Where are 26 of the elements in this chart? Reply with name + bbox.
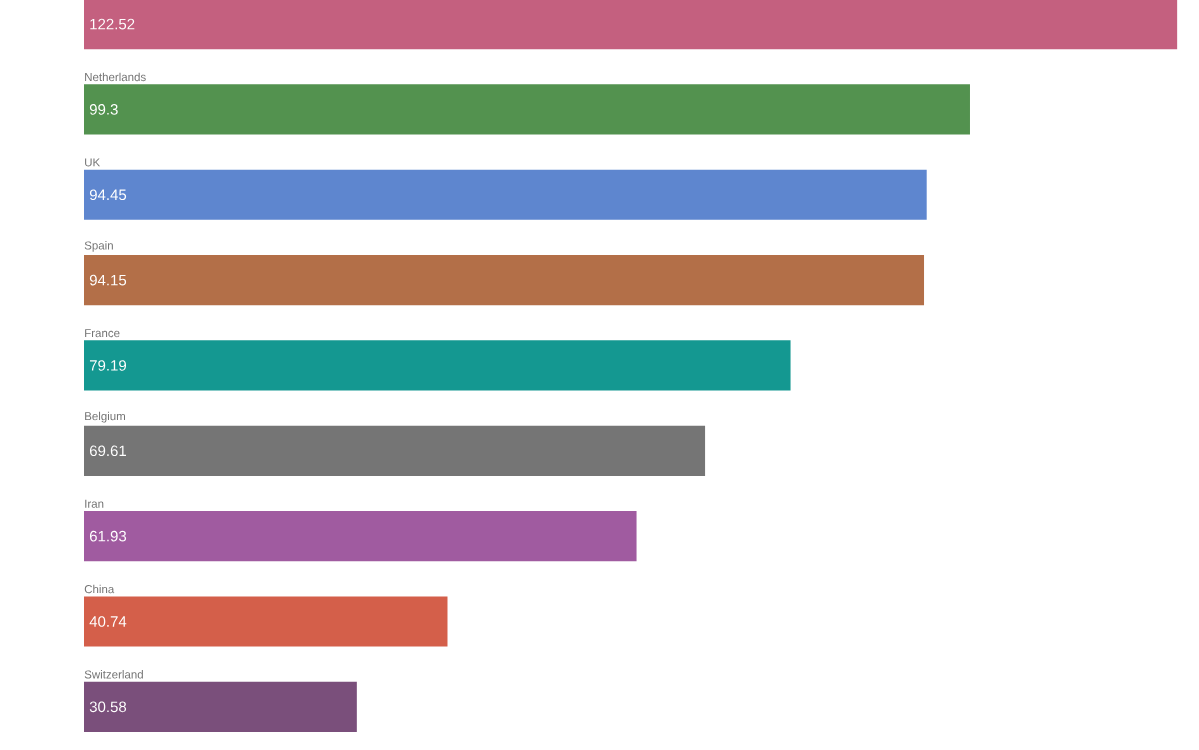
data-label: 122.52 bbox=[90, 18, 135, 30]
y-tick-label: China bbox=[84, 584, 115, 594]
data-label: 79.19 bbox=[89, 360, 127, 371]
y-tick-label: Spain bbox=[84, 241, 113, 252]
bar bbox=[84, 340, 791, 391]
bar bbox=[84, 596, 448, 647]
y-tick-label: UK bbox=[85, 158, 101, 167]
bar bbox=[84, 681, 357, 732]
data-label: 94.45 bbox=[89, 189, 127, 201]
bar bbox=[84, 169, 927, 220]
data-label: 30.58 bbox=[89, 701, 127, 713]
data-label: 69.61 bbox=[89, 445, 126, 457]
y-tick-label: Belgium bbox=[85, 411, 125, 423]
y-tick-label: Iran bbox=[85, 499, 104, 508]
y-tick-label: Netherlands bbox=[85, 72, 146, 82]
data-label: 94.15 bbox=[89, 274, 127, 286]
bar bbox=[84, 0, 1178, 50]
bar bbox=[84, 425, 706, 476]
data-label: 40.74 bbox=[89, 616, 127, 627]
bar bbox=[84, 84, 970, 135]
data-label: 61.93 bbox=[89, 530, 127, 542]
bar bbox=[84, 255, 925, 306]
y-tick-label: France bbox=[85, 329, 120, 338]
y-tick-label: Switzerland bbox=[84, 670, 143, 679]
data-label: 99.3 bbox=[89, 104, 118, 115]
bar bbox=[84, 511, 637, 562]
